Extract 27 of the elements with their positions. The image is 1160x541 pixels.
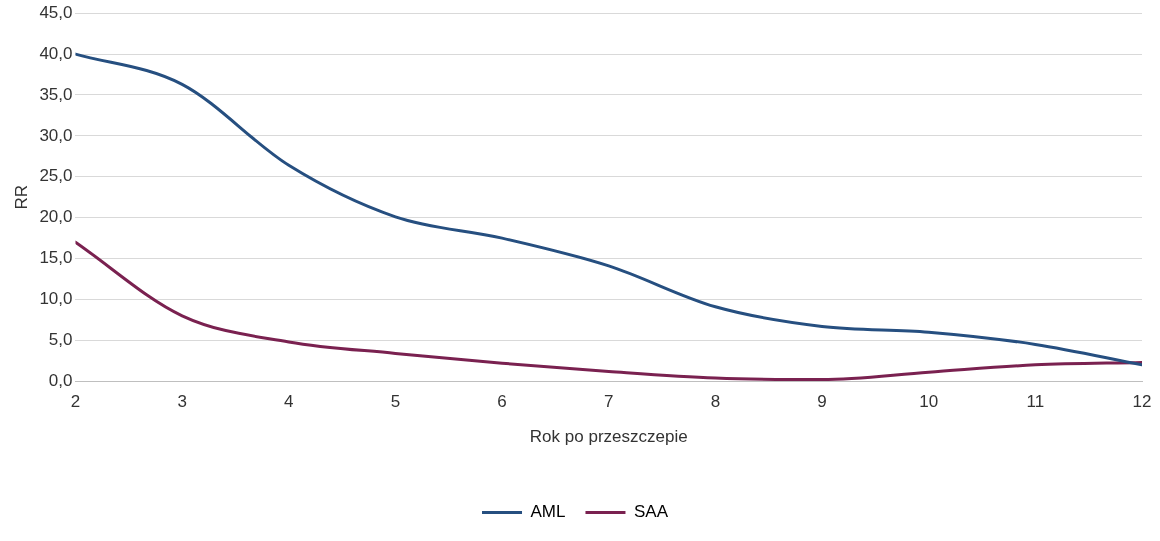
x-tick-label: 5: [390, 392, 401, 412]
x-tick-label: 8: [710, 392, 721, 412]
y-tick-label: 40,0: [39, 43, 73, 63]
y-tick-label: 20,0: [39, 207, 73, 227]
x-tick-label: 12: [1132, 392, 1152, 412]
y-tick-label: 35,0: [39, 84, 73, 104]
y-tick-label: 30,0: [39, 125, 73, 145]
line-series: [75, 240, 1142, 382]
y-tick-label: 5,0: [48, 330, 73, 349]
x-tick-label: 10: [919, 392, 939, 412]
x-tick-label: 11: [1026, 392, 1045, 412]
y-tick-label: 15,0: [39, 248, 73, 268]
y-axis-title: RR: [11, 184, 31, 210]
line-series: [75, 52, 1142, 367]
y-tick-label: 10,0: [39, 289, 73, 309]
x-tick-label: 4: [284, 392, 294, 412]
x-tick-label: 9: [817, 392, 827, 412]
y-tick-label: 25,0: [39, 166, 73, 186]
x-tick-label: 2: [70, 392, 81, 412]
y-tick-label: 45,0: [39, 2, 73, 22]
x-tick-label: 7: [604, 392, 614, 412]
legend-label: AML: [530, 502, 566, 522]
x-tick-label: 3: [177, 392, 187, 412]
x-tick-label: 6: [497, 392, 507, 412]
y-tick-label: 0,0: [48, 370, 73, 390]
legend-label: SAA: [633, 502, 669, 522]
x-axis-title: Rok po przeszczepie: [529, 427, 688, 447]
